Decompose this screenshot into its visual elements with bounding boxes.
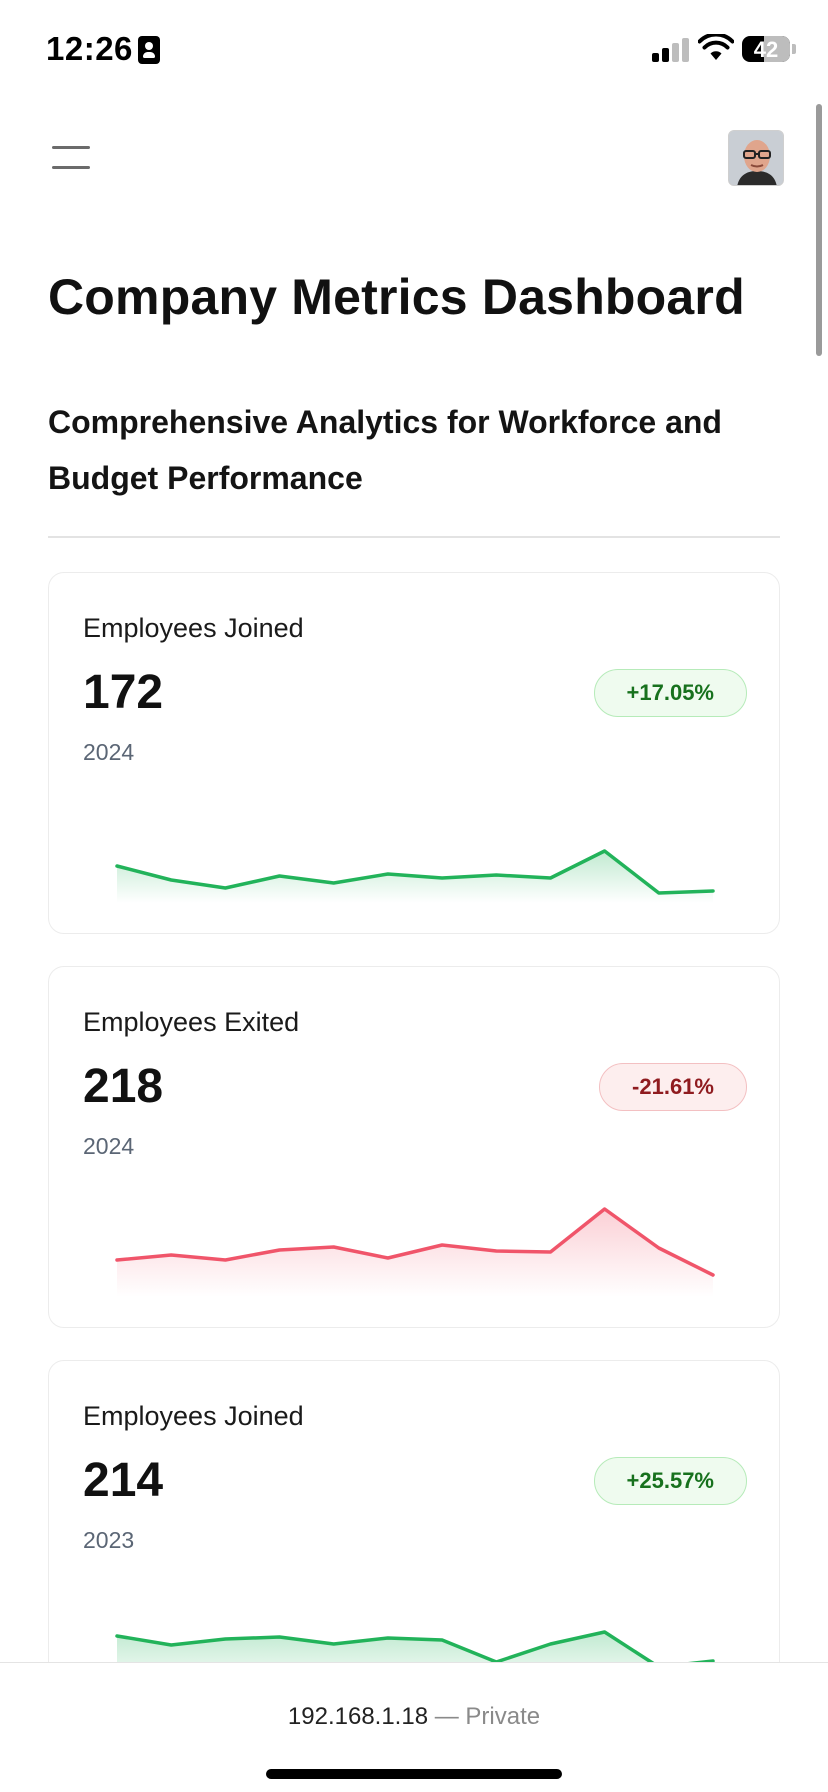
metric-year: 2024 [83,739,135,765]
address-text[interactable]: 192.168.1.18 — Private [0,1703,828,1731]
sparkline-chart [115,1207,715,1297]
sparkline-line [115,849,715,895]
scrollbar-thumb[interactable] [816,104,822,356]
address-separator: — [434,1703,459,1730]
metric-card: Employees Exited 218 2024 -21.61% [48,966,780,1328]
change-badge: -21.61% [599,1063,747,1111]
status-time: 12:26 [46,30,133,67]
battery-cap [792,44,796,54]
sparkline-line [115,1207,715,1277]
metric-year: 2023 [83,1527,135,1553]
divider [48,536,780,538]
cellular-signal-icon [652,38,690,62]
home-indicator[interactable] [266,1769,562,1779]
address-privacy: Private [465,1703,541,1730]
metric-label: Employees Joined [83,1401,304,1431]
metric-label: Employees Exited [83,1007,300,1037]
metric-label: Employees Joined [83,613,304,643]
page-title: Company Metrics Dashboard [48,269,745,325]
metric-value: 218 [83,1060,164,1113]
user-avatar[interactable] [728,130,784,186]
metric-value: 214 [83,1454,164,1507]
metric-card: Employees Joined 214 2023 +25.57% [48,1360,780,1722]
metric-card: Employees Joined 172 2024 +17.05% [48,572,780,934]
battery-level: 42 [753,37,779,62]
sparkline-line [115,1630,715,1669]
avatar-portrait-icon [729,131,783,185]
id-card-icon [138,36,160,64]
browser-address-bar[interactable]: 192.168.1.18 — Private [0,1662,828,1792]
battery-icon: 42 [742,36,790,62]
change-badge: +17.05% [593,669,747,717]
hamburger-menu-icon[interactable] [48,144,94,172]
metric-value: 172 [83,666,164,719]
change-badge: +25.57% [593,1457,747,1505]
metric-year: 2024 [83,1133,135,1159]
status-bar: 12:26 42 [0,0,828,96]
address-host: 192.168.1.18 [287,1703,429,1730]
wifi-icon [698,34,734,60]
sparkline-chart [115,849,715,903]
page-subtitle: Comprehensive Analytics for Workforce an… [48,404,722,496]
